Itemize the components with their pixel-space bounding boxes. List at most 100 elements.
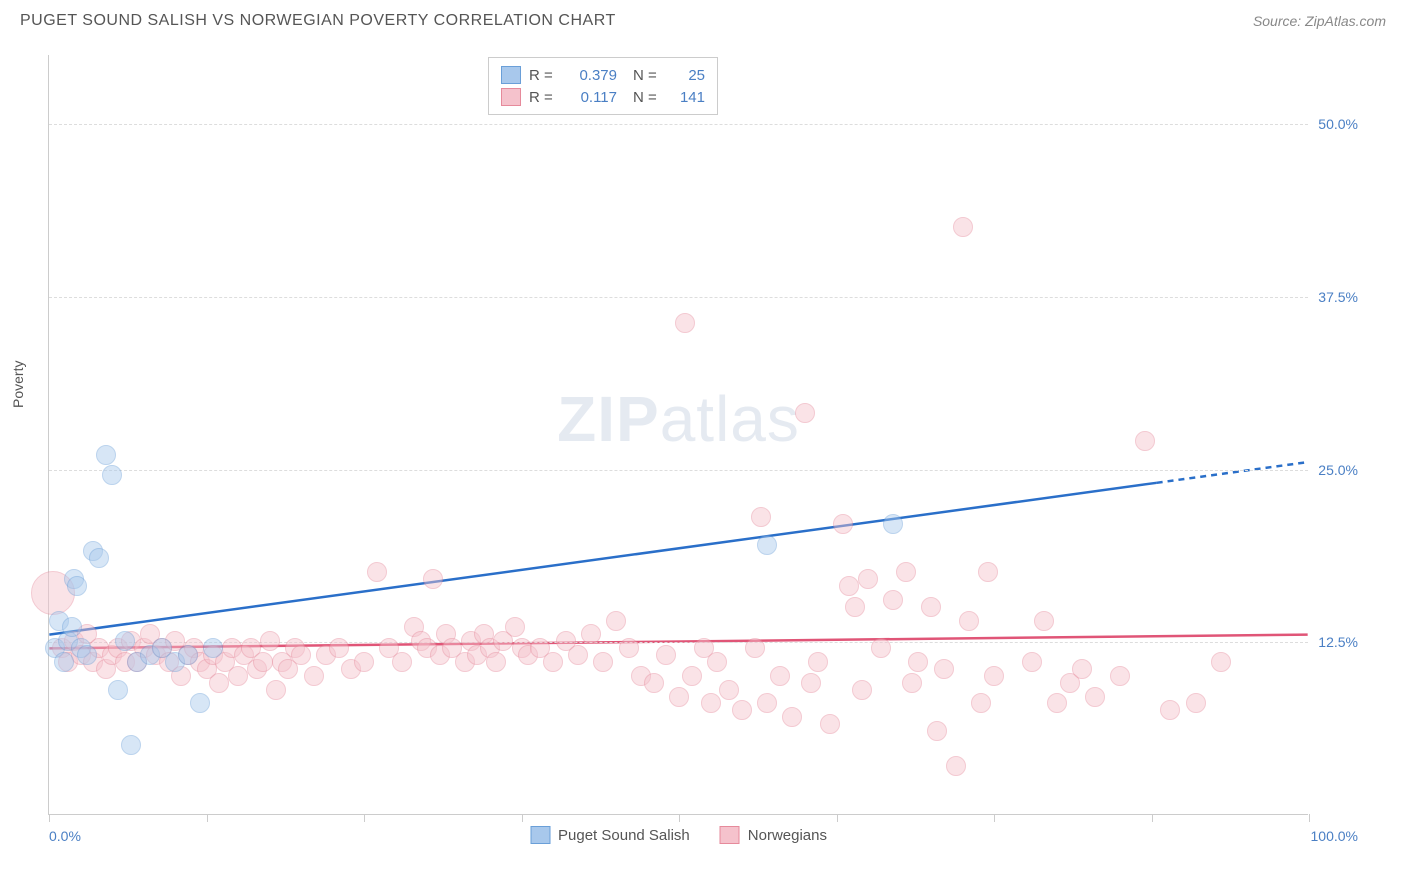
scatter-point: [701, 693, 721, 713]
scatter-point: [770, 666, 790, 686]
watermark: ZIPatlas: [557, 382, 800, 456]
scatter-point: [354, 652, 374, 672]
scatter-point: [228, 666, 248, 686]
scatter-point: [1085, 687, 1105, 707]
scatter-point: [581, 624, 601, 644]
scatter-point: [934, 659, 954, 679]
stats-legend-row: R =0.379N =25: [501, 64, 705, 86]
stat-n-value: 141: [671, 89, 705, 106]
stat-r-value: 0.379: [567, 67, 617, 84]
legend-swatch: [720, 826, 740, 844]
scatter-point: [54, 652, 74, 672]
stats-legend: R =0.379N =25R =0.117N =141: [488, 57, 718, 115]
gridline: [49, 470, 1308, 471]
scatter-point: [745, 638, 765, 658]
scatter-point: [921, 597, 941, 617]
scatter-point: [266, 680, 286, 700]
scatter-point: [839, 576, 859, 596]
y-tick-label: 25.0%: [1318, 462, 1358, 478]
scatter-point: [568, 645, 588, 665]
scatter-point: [852, 680, 872, 700]
scatter-point: [883, 590, 903, 610]
scatter-point: [77, 645, 97, 665]
stat-n-label: N =: [633, 67, 663, 84]
stats-legend-row: R = 0.117 N = 141: [501, 86, 705, 108]
scatter-point: [883, 514, 903, 534]
scatter-point: [209, 673, 229, 693]
scatter-point: [108, 680, 128, 700]
scatter-point: [644, 673, 664, 693]
scatter-point: [96, 445, 116, 465]
y-tick-label: 12.5%: [1318, 634, 1358, 650]
x-tick: [364, 814, 365, 822]
legend-swatch: [501, 88, 521, 106]
scatter-point: [820, 714, 840, 734]
stat-r-value: 0.117: [567, 89, 617, 106]
x-tick: [1152, 814, 1153, 822]
scatter-point: [190, 693, 210, 713]
scatter-point: [619, 638, 639, 658]
chart-container: Poverty ZIPatlas 0.0% 100.0% Puget Sound…: [48, 55, 1358, 815]
chart-title: PUGET SOUND SALISH VS NORWEGIAN POVERTY …: [20, 12, 616, 30]
scatter-point: [953, 217, 973, 237]
scatter-point: [178, 645, 198, 665]
scatter-point: [329, 638, 349, 658]
stat-r-label: R =: [529, 89, 559, 106]
scatter-point: [902, 673, 922, 693]
x-tick: [994, 814, 995, 822]
scatter-point: [971, 693, 991, 713]
scatter-point: [808, 652, 828, 672]
bottom-legend: Puget Sound Salish Norwegians: [530, 826, 827, 844]
scatter-point: [89, 548, 109, 568]
scatter-point: [1072, 659, 1092, 679]
y-tick-label: 37.5%: [1318, 289, 1358, 305]
scatter-point: [304, 666, 324, 686]
scatter-point: [606, 611, 626, 631]
scatter-point: [675, 313, 695, 333]
scatter-point: [732, 700, 752, 720]
scatter-point: [751, 507, 771, 527]
scatter-point: [801, 673, 821, 693]
scatter-point: [845, 597, 865, 617]
stat-r-label: R =: [529, 67, 559, 84]
scatter-point: [1160, 700, 1180, 720]
y-tick-label: 50.0%: [1318, 116, 1358, 132]
scatter-point: [782, 707, 802, 727]
x-tick: [522, 814, 523, 822]
scatter-point: [505, 617, 525, 637]
scatter-point: [795, 403, 815, 423]
scatter-point: [260, 631, 280, 651]
legend-label: Puget Sound Salish: [558, 827, 690, 844]
scatter-point: [946, 756, 966, 776]
scatter-point: [1047, 693, 1067, 713]
x-tick: [207, 814, 208, 822]
scatter-point: [1135, 431, 1155, 451]
legend-item: Puget Sound Salish: [530, 826, 690, 844]
scatter-point: [896, 562, 916, 582]
scatter-point: [62, 617, 82, 637]
source-label: Source: ZipAtlas.com: [1253, 13, 1386, 29]
stat-n-label: N =: [633, 89, 663, 106]
scatter-point: [833, 514, 853, 534]
plot-area: ZIPatlas 0.0% 100.0% Puget Sound SalishN…: [48, 55, 1308, 815]
scatter-point: [203, 638, 223, 658]
scatter-point: [908, 652, 928, 672]
x-tick: [679, 814, 680, 822]
scatter-point: [1110, 666, 1130, 686]
scatter-point: [871, 638, 891, 658]
legend-swatch: [530, 826, 550, 844]
scatter-point: [707, 652, 727, 672]
scatter-point: [102, 465, 122, 485]
x-tick: [1309, 814, 1310, 822]
scatter-point: [1211, 652, 1231, 672]
scatter-point: [543, 652, 563, 672]
scatter-point: [757, 535, 777, 555]
scatter-point: [978, 562, 998, 582]
scatter-point: [423, 569, 443, 589]
scatter-point: [927, 721, 947, 741]
scatter-point: [593, 652, 613, 672]
legend-label: Norwegians: [748, 827, 827, 844]
scatter-point: [719, 680, 739, 700]
scatter-point: [1034, 611, 1054, 631]
scatter-point: [121, 735, 141, 755]
